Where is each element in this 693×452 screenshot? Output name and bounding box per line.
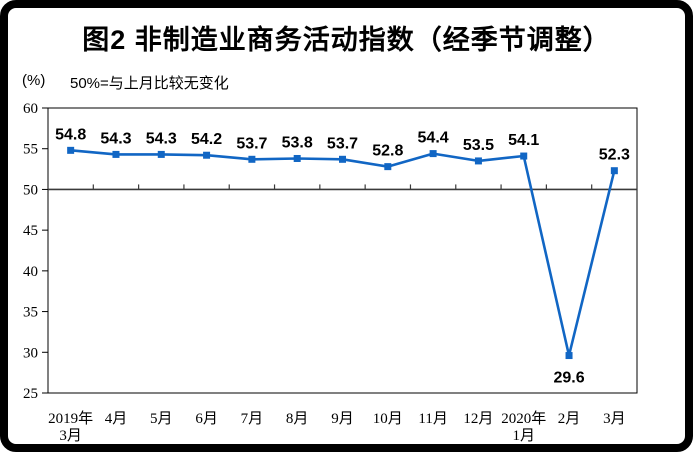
y-axis-tick-label: 40: [23, 264, 38, 280]
data-point: [157, 150, 165, 158]
data-label: 54.8: [55, 126, 86, 143]
x-axis-tick-label: 4月: [105, 411, 128, 427]
line-chart: 60 55 50 45 40 35 30 25 54.8 54.3 54.3 54.2 53.7 53.8…: [23, 101, 638, 444]
x-axis-tick-label: 6月: [195, 411, 218, 427]
y-axis-tick-label: 60: [23, 101, 38, 117]
plot-area: [47, 107, 638, 394]
data-point: [293, 154, 301, 162]
data-point: [610, 167, 618, 175]
x-axis-tick-label: 2020年: [501, 410, 546, 427]
x-axis-tick-label: 7月: [241, 411, 264, 427]
x-axis-tick-label: 2月: [558, 411, 581, 427]
data-label: 52.3: [599, 147, 630, 164]
data-label: 54.3: [100, 130, 131, 147]
data-point: [248, 155, 256, 163]
data-label: 53.7: [236, 135, 267, 152]
x-axis-tick-label: 2019年: [48, 410, 93, 427]
data-point: [520, 152, 528, 160]
data-point: [384, 163, 392, 171]
x-axis-tick-label: 8月: [286, 411, 309, 427]
chart-title: 图2 非制造业商务活动指数（经季节调整）: [82, 25, 611, 55]
data-label: 54.4: [418, 130, 449, 147]
baseline-note: 50%=与上月比较无变化: [70, 75, 229, 92]
data-label: 29.6: [553, 370, 584, 387]
y-axis-tick-label: 45: [23, 223, 38, 239]
data-label: 53.5: [463, 137, 494, 154]
data-point: [474, 157, 482, 165]
data-point: [429, 150, 437, 158]
y-axis-unit-label: (%): [22, 72, 46, 89]
data-point: [339, 155, 346, 163]
data-label: 52.8: [372, 143, 403, 160]
data-point: [565, 352, 573, 360]
x-axis-tick-label: 9月: [331, 411, 354, 427]
data-label: 54.2: [191, 131, 222, 148]
x-axis-tick-label: 1月: [512, 428, 535, 444]
y-axis-tick-label: 25: [23, 386, 38, 402]
series-line: [70, 149, 616, 357]
data-label: 53.8: [282, 134, 313, 151]
y-axis-tick-label: 30: [23, 345, 38, 361]
data-point: [203, 151, 211, 159]
x-axis-tick-label: 3月: [603, 411, 626, 427]
data-label: 54.3: [146, 130, 177, 147]
x-axis-tick-label: 12月: [463, 411, 493, 427]
data-label: 54.1: [508, 132, 539, 149]
x-axis-tick-label: 11月: [418, 411, 447, 427]
y-axis-tick-label: 55: [23, 142, 38, 158]
x-axis-tick-label: 5月: [150, 411, 173, 427]
y-axis-tick-label: 50: [23, 182, 38, 198]
x-axis-tick-label: 10月: [373, 411, 403, 427]
data-label: 53.7: [327, 135, 358, 152]
y-axis-tick-label: 35: [23, 305, 38, 321]
data-point: [112, 150, 120, 158]
data-point: [67, 146, 75, 154]
x-axis-tick-label: 3月: [59, 428, 82, 444]
